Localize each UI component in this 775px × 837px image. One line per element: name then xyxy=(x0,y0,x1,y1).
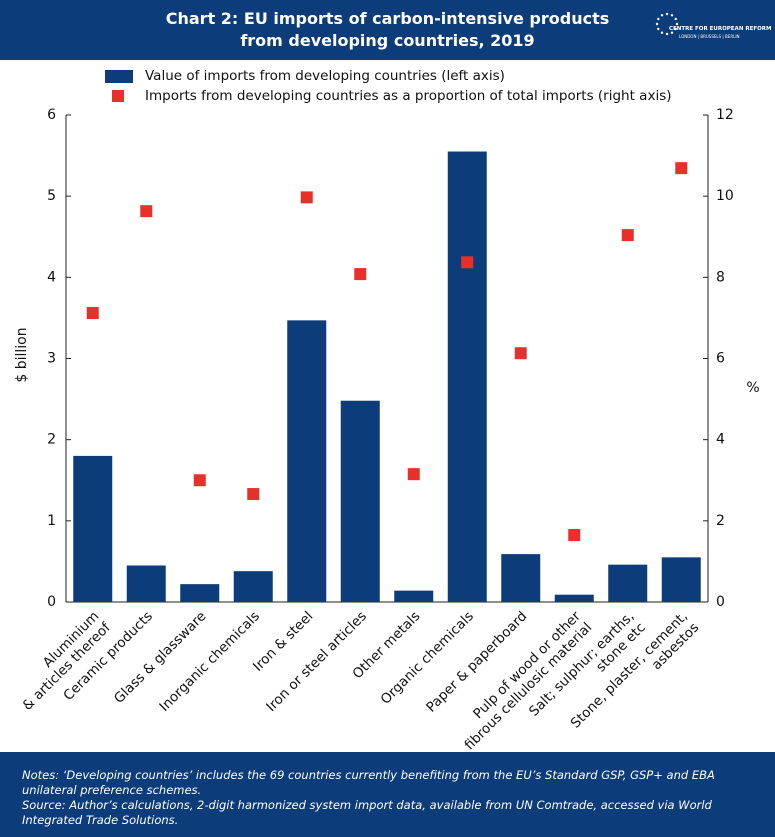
bar xyxy=(661,557,701,602)
y-tick-label: 3 xyxy=(47,351,56,367)
x-tick-label-line: Pulp of wood or other xyxy=(470,608,584,722)
x-tick-label-line: Glass & glassware xyxy=(111,608,209,706)
y2-tick-label: 6 xyxy=(716,351,725,367)
y2-tick-label: 2 xyxy=(716,513,725,529)
y-tick-label: 2 xyxy=(47,432,56,448)
marker xyxy=(568,529,581,542)
y-tick-label: 1 xyxy=(47,513,56,529)
marker xyxy=(621,229,634,242)
marker xyxy=(461,256,474,269)
y-axis-label: $ billion xyxy=(14,327,30,382)
logo-cities: LONDON | BRUSSELS | BERLIN xyxy=(679,34,740,39)
y-tick-label: 5 xyxy=(47,188,56,204)
x-tick-label-line: Organic chemicals xyxy=(378,608,477,707)
legend-swatch xyxy=(112,90,124,102)
marker xyxy=(354,268,367,281)
y2-axis-label: % xyxy=(746,380,759,396)
x-tick-label-line: Iron or steel articles xyxy=(263,608,370,715)
source: Source: Author’s calculations, 2-digit h… xyxy=(22,798,712,827)
title-line: from developing countries, 2019 xyxy=(240,31,535,50)
title-line: Chart 2: EU imports of carbon-intensive … xyxy=(165,9,610,28)
footer: Notes: ‘Developing countries’ includes t… xyxy=(0,752,775,837)
logo-name: CENTRE FOR EUROPEAN REFORM xyxy=(669,26,772,32)
y2-tick-label: 10 xyxy=(716,188,734,204)
bar xyxy=(233,571,273,602)
legend-label: Value of imports from developing countri… xyxy=(145,68,505,84)
marker xyxy=(193,474,206,487)
bar xyxy=(447,151,487,602)
bar xyxy=(73,455,113,602)
y2-tick-label: 8 xyxy=(716,269,725,285)
marker xyxy=(86,307,99,320)
bar xyxy=(180,584,220,602)
notes: Notes: ‘Developing countries’ includes t… xyxy=(22,768,715,797)
legend-swatch xyxy=(105,70,133,83)
chart-title: Chart 2: EU imports of carbon-intensive … xyxy=(0,8,775,52)
bar xyxy=(608,564,648,602)
y2-tick-label: 0 xyxy=(716,594,725,610)
marker xyxy=(675,162,688,175)
y-tick-label: 4 xyxy=(47,269,56,285)
bar xyxy=(394,590,434,602)
x-tick-label: Inorganic chemicals xyxy=(156,608,263,715)
marker xyxy=(300,191,313,204)
logo-stars xyxy=(655,12,679,36)
y2-tick-label: 4 xyxy=(716,432,725,448)
bar xyxy=(287,320,327,602)
x-tick-label: Organic chemicals xyxy=(378,608,477,707)
x-tick-label-line: fibrous cellulosic material xyxy=(462,620,596,752)
bar xyxy=(501,554,541,602)
header: Chart 2: EU imports of carbon-intensive … xyxy=(0,0,775,60)
marker xyxy=(514,347,527,360)
bar xyxy=(126,565,166,602)
legend-label: Imports from developing countries as a p… xyxy=(145,88,672,104)
y-tick-label: 6 xyxy=(47,107,56,123)
x-tick-label: Glass & glassware xyxy=(111,608,209,706)
marker xyxy=(247,488,260,501)
bar xyxy=(340,400,380,602)
y-tick-label: 0 xyxy=(47,594,56,610)
marker xyxy=(407,468,420,481)
x-tick-label: Iron or steel articles xyxy=(263,608,370,715)
bar xyxy=(554,594,594,602)
marker xyxy=(140,205,153,218)
y2-tick-label: 12 xyxy=(716,107,734,123)
x-tick-label-line: Inorganic chemicals xyxy=(156,608,263,715)
